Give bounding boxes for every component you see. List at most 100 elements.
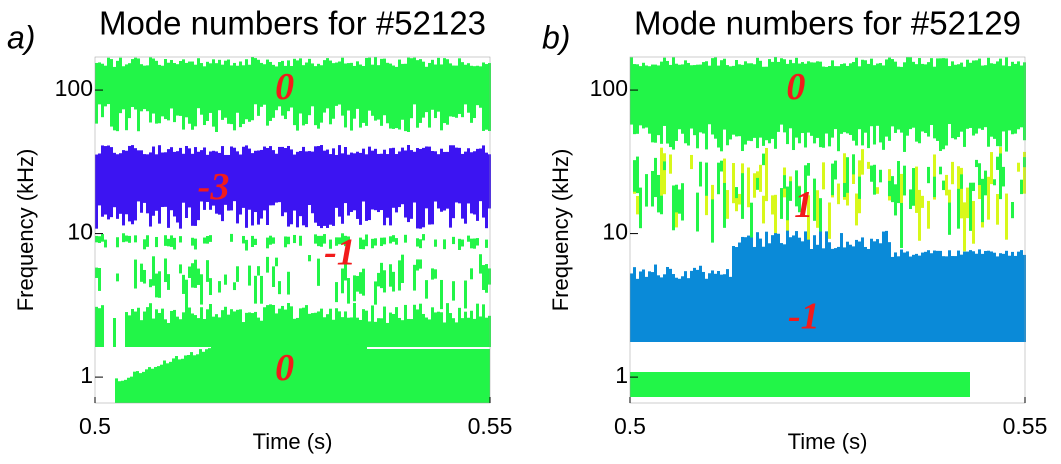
mode-region	[428, 62, 431, 128]
mode-region	[206, 61, 209, 121]
y-tick-label: 1	[615, 362, 628, 388]
mode-region	[101, 145, 104, 217]
mode-region	[470, 238, 473, 249]
mode-region	[473, 238, 476, 249]
mode-region	[476, 303, 479, 347]
mode-region	[711, 184, 714, 212]
mode-region	[335, 282, 338, 303]
mode-region	[463, 349, 466, 403]
mode-region	[810, 248, 813, 342]
mode-region	[696, 269, 699, 342]
mode-region	[164, 152, 167, 207]
mode-region	[347, 278, 350, 304]
mode-region	[720, 60, 723, 152]
mode-region	[1020, 65, 1023, 128]
mode-region	[230, 309, 233, 347]
mode-region	[272, 150, 275, 206]
mode-region	[933, 66, 936, 139]
mode-region	[128, 145, 131, 222]
mode-region	[780, 243, 783, 342]
mode-region	[296, 151, 299, 228]
mode-region	[104, 65, 107, 107]
mode-region	[954, 256, 957, 342]
mode-region	[380, 58, 383, 126]
mode-region	[136, 371, 139, 403]
mode-region	[359, 319, 362, 347]
mode-region	[461, 239, 464, 247]
mode-region	[639, 187, 642, 229]
mode-region	[434, 312, 437, 347]
mode-region	[212, 316, 215, 347]
mode-region	[299, 235, 302, 246]
mode-region	[221, 146, 224, 222]
mode-region	[442, 349, 445, 403]
mode-region	[152, 58, 155, 114]
mode-region	[269, 146, 272, 206]
mode-region	[936, 250, 939, 342]
mode-region	[987, 250, 990, 342]
mode-region	[200, 63, 203, 115]
mode-region	[389, 264, 392, 287]
mode-region	[1017, 162, 1020, 172]
mode-region	[693, 65, 696, 136]
mode-region	[242, 322, 245, 347]
mode-region	[244, 341, 247, 403]
mode-region	[885, 230, 888, 342]
mode-region	[169, 361, 172, 403]
mode-region	[164, 319, 167, 347]
chart-title: Mode numbers for #52129	[634, 5, 1021, 42]
mode-region	[188, 307, 191, 347]
mode-region	[858, 66, 861, 130]
mode-region	[798, 63, 801, 144]
mode-region	[648, 271, 651, 342]
mode-region	[957, 188, 960, 229]
mode-region	[440, 148, 443, 212]
mode-region	[275, 313, 278, 347]
mode-region	[630, 273, 633, 342]
mode-region	[921, 195, 924, 208]
mode-region	[461, 62, 464, 118]
mode-region	[173, 63, 176, 123]
mode-region	[329, 239, 332, 249]
mode-region	[1014, 255, 1017, 342]
mode-region	[993, 179, 996, 186]
mode-region	[768, 243, 771, 342]
mode-region	[645, 65, 648, 128]
mode-region	[98, 308, 101, 347]
mode-region	[127, 377, 130, 403]
mode-region	[747, 63, 750, 141]
mode-region	[987, 176, 990, 220]
mode-region	[454, 349, 457, 403]
mode-region	[272, 266, 275, 287]
mode-region	[386, 154, 389, 218]
mode-region	[134, 311, 137, 347]
mode-region	[260, 320, 263, 347]
mode-region	[326, 314, 329, 347]
mode-region	[702, 62, 705, 134]
mode-region	[341, 268, 344, 294]
mode-region	[230, 65, 233, 125]
mode-region	[858, 176, 861, 199]
mode-region	[383, 270, 386, 293]
mode-region	[993, 63, 996, 139]
mode-region	[220, 346, 223, 403]
mode-region	[425, 280, 428, 299]
mode-region	[942, 180, 945, 191]
mode-region	[236, 309, 239, 347]
mode-region	[741, 236, 744, 342]
mode-region	[260, 149, 263, 219]
mode-region	[191, 313, 194, 347]
mode-region	[170, 147, 173, 211]
mode-region	[157, 366, 160, 403]
mode-region	[287, 145, 290, 227]
mode-region	[310, 341, 313, 403]
mode-region	[347, 317, 350, 347]
mode-region	[933, 176, 936, 198]
mode-region	[885, 59, 888, 137]
mode-region	[367, 349, 370, 403]
mode-region	[281, 146, 284, 217]
mode-region	[645, 174, 648, 207]
mode-region	[346, 344, 349, 403]
mode-region	[187, 354, 190, 403]
mode-region	[897, 66, 900, 130]
